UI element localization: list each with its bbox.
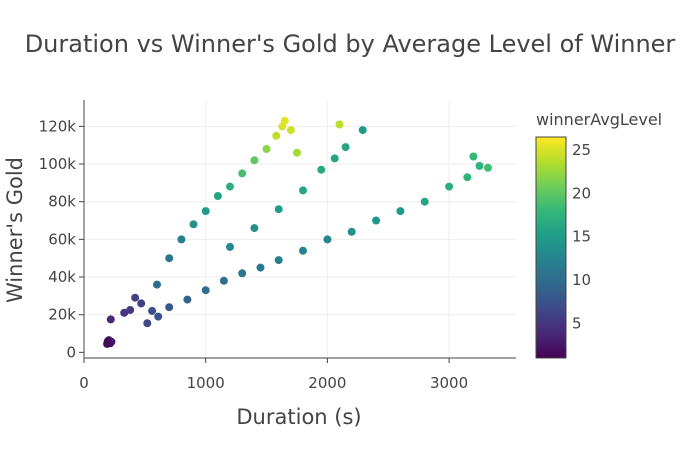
data-point <box>420 197 429 206</box>
y-tick-label: 40k <box>48 268 76 286</box>
data-point <box>463 173 472 182</box>
y-axis-title: Winner's Gold <box>3 157 27 303</box>
data-point <box>280 116 289 125</box>
colorbar-tick-label: 5 <box>572 314 582 332</box>
colorbar: winnerAvgLevel 5 10 15 20 25 <box>535 110 662 359</box>
data-point <box>445 182 454 191</box>
data-point <box>262 145 271 153</box>
data-point <box>341 143 350 152</box>
data-point <box>299 246 307 255</box>
data-point <box>177 235 186 244</box>
data-point <box>213 192 222 200</box>
data-point <box>317 165 326 174</box>
data-point <box>347 227 356 236</box>
data-point <box>189 220 198 229</box>
colorbar-tick-label: 25 <box>572 141 591 159</box>
data-point <box>286 126 295 135</box>
data-point <box>126 306 135 314</box>
data-point <box>106 315 115 324</box>
data-point <box>238 269 247 278</box>
data-point <box>272 131 281 140</box>
colorbar-tick-label: 15 <box>572 228 591 246</box>
x-tick-label: 1000 <box>187 374 225 392</box>
data-point <box>137 299 146 308</box>
colorbar-gradient <box>535 136 567 359</box>
points-layer <box>103 116 492 348</box>
data-point <box>250 224 259 233</box>
chart-title: Duration vs Winner's Gold by Average Lev… <box>25 30 676 58</box>
data-point <box>250 156 259 165</box>
y-tick-label: 100k <box>39 155 77 173</box>
data-point <box>335 120 344 129</box>
data-point <box>256 263 265 272</box>
data-point <box>226 182 234 191</box>
x-tick-label: 3000 <box>430 374 468 392</box>
x-axis-title: Duration (s) <box>236 405 361 429</box>
y-tick-label: 0 <box>66 343 76 361</box>
data-point <box>120 308 129 317</box>
data-point <box>131 293 140 302</box>
y-tick-label: 20k <box>48 306 76 324</box>
y-tick-label: 120k <box>39 117 77 135</box>
data-point <box>183 295 192 304</box>
data-point <box>165 303 174 312</box>
data-point <box>372 216 381 225</box>
colorbar-tick-label: 10 <box>572 271 591 289</box>
data-point <box>153 280 161 289</box>
data-point <box>154 312 163 321</box>
data-point <box>201 207 210 216</box>
data-point <box>219 276 228 285</box>
colorbar-tick-label: 20 <box>572 184 591 202</box>
data-point <box>330 154 339 163</box>
axes-layer: 0 1000 2000 3000 0 20k 40k 60k 80k 100k 120k <box>39 100 516 392</box>
data-point <box>148 306 157 315</box>
data-point <box>293 148 301 157</box>
data-point <box>358 126 367 135</box>
y-tick-label: 60k <box>48 230 76 248</box>
data-point <box>143 319 152 328</box>
data-point <box>484 163 492 172</box>
data-point <box>396 207 405 216</box>
data-point <box>238 169 247 178</box>
data-point <box>274 256 283 265</box>
data-point <box>469 152 478 161</box>
x-tick-label: 2000 <box>308 374 346 392</box>
data-point <box>165 254 174 263</box>
data-point <box>274 205 283 214</box>
data-point <box>201 286 210 295</box>
y-tick-label: 80k <box>48 193 76 211</box>
data-point <box>299 186 307 195</box>
colorbar-title: winnerAvgLevel <box>536 110 662 129</box>
data-point <box>103 337 112 346</box>
data-point <box>475 161 484 170</box>
grid-layer <box>84 100 516 358</box>
data-point <box>226 242 234 251</box>
data-point <box>323 235 332 244</box>
x-tick-label: 0 <box>79 374 89 392</box>
